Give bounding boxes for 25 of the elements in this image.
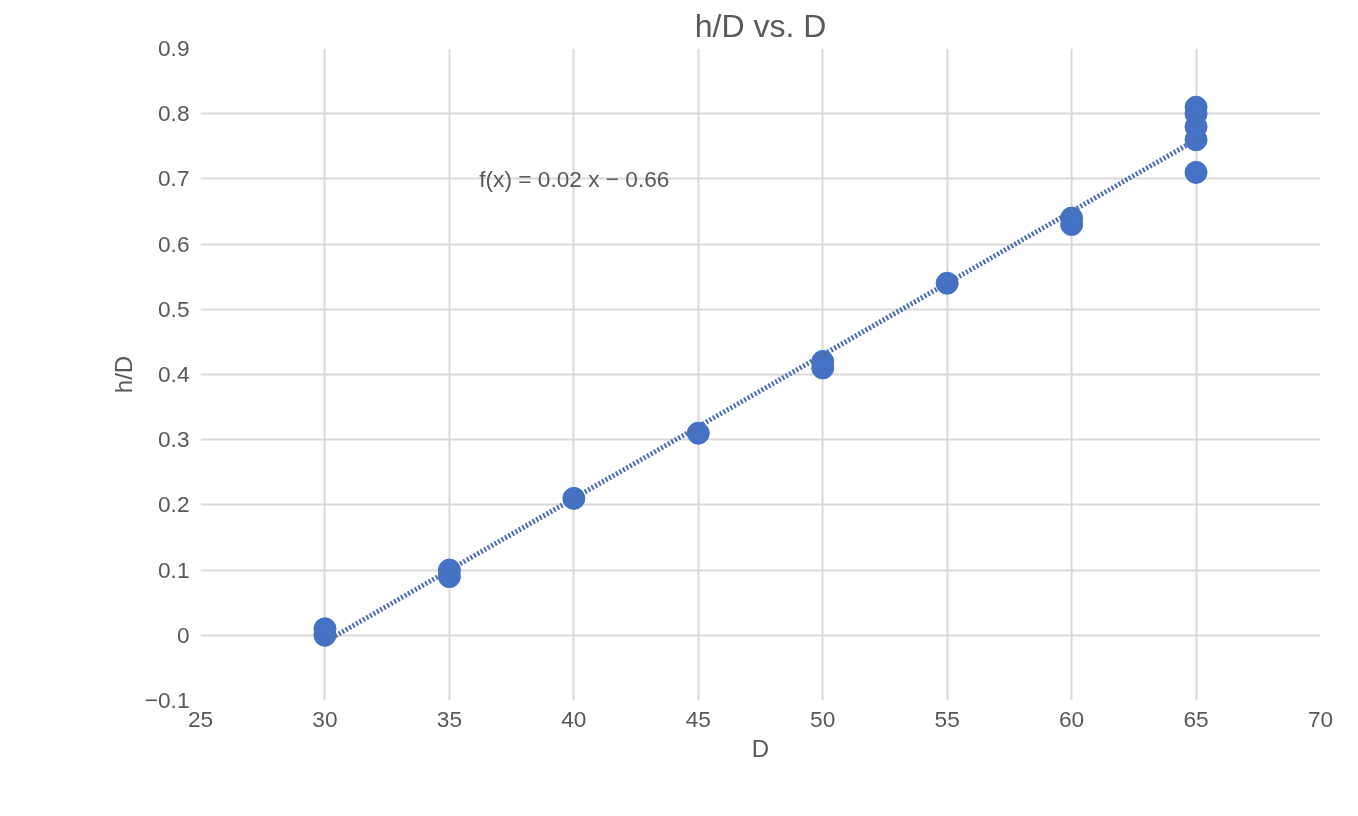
x-tick-label: 70 xyxy=(1307,705,1334,732)
x-tick-label: 65 xyxy=(1183,705,1209,732)
annotation: f(x) = 0.02 x − 0.66 xyxy=(479,165,670,192)
point xyxy=(1184,160,1208,184)
x-tick-label: 35 xyxy=(436,705,462,732)
x-tick-label: 45 xyxy=(685,705,711,732)
chart-title: h/D vs. D xyxy=(694,7,827,44)
x-axis-title: D xyxy=(751,734,770,762)
y-tick-label: 0.3 xyxy=(158,426,190,453)
y-tick-label: 0.7 xyxy=(158,165,190,192)
y-tick-label: 0.4 xyxy=(158,361,190,387)
x-tick-label: 55 xyxy=(934,705,960,732)
y-axis-title: h/D xyxy=(109,355,137,394)
y-tick-label: 0.1 xyxy=(158,556,190,583)
y-tick-label: 0.8 xyxy=(158,100,190,127)
x-tick-label: 40 xyxy=(561,705,587,732)
x-tick-label: 60 xyxy=(1059,705,1085,732)
y-tick-label: 0.9 xyxy=(158,35,190,61)
x-tick-label: 50 xyxy=(810,705,836,732)
y-tick-label: 0.5 xyxy=(158,295,190,322)
x-tick-label: 30 xyxy=(312,705,338,732)
y-tick-label: 0 xyxy=(176,621,190,648)
y-tick-label: 0.6 xyxy=(158,230,190,257)
y-tick-label: 0.2 xyxy=(158,491,190,518)
y-tick-label: −0.1 xyxy=(144,687,190,713)
